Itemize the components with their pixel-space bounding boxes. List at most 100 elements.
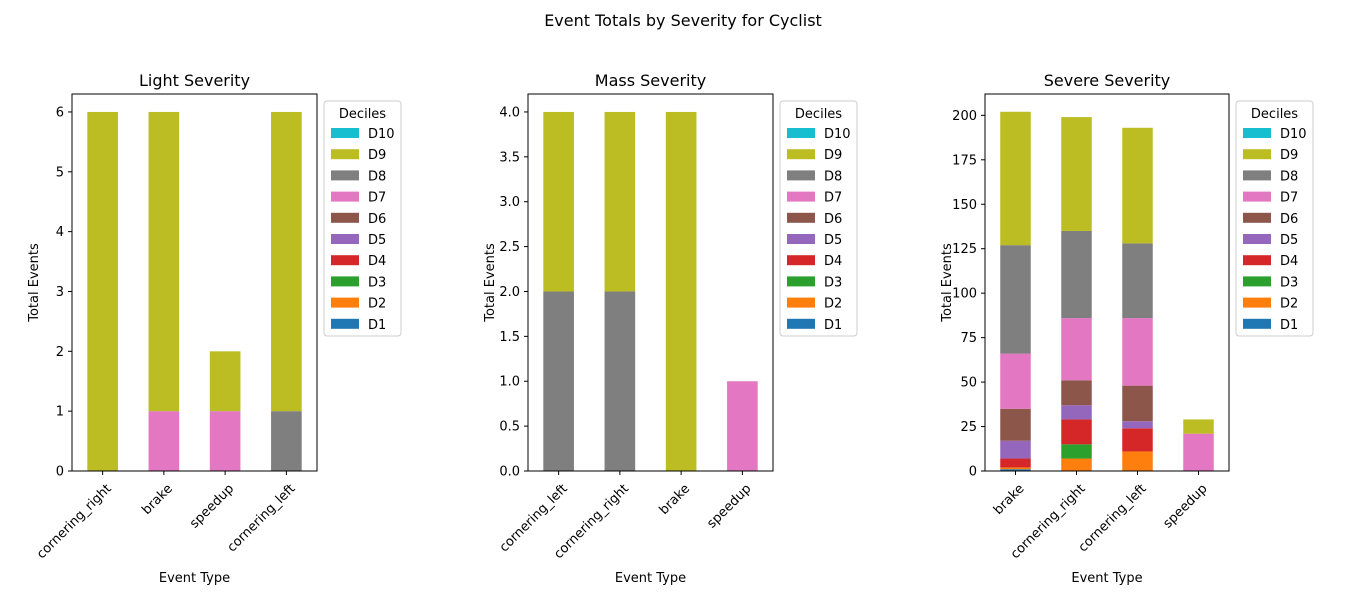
legend-label-d6: D6 xyxy=(1280,212,1298,227)
legend-label-d6: D6 xyxy=(368,212,386,227)
panel-title: Mass Severity xyxy=(595,71,706,90)
bar-segment-d9-cornering_right xyxy=(604,111,636,292)
legend-label-d2: D2 xyxy=(824,297,842,312)
y-tick-label: 50 xyxy=(960,376,977,391)
figure-title: Event Totals by Severity for Cyclist xyxy=(544,11,822,30)
legend-label-d3: D3 xyxy=(1280,275,1298,290)
bar-segment-d2-cornering_right xyxy=(1061,458,1092,471)
legend-swatch-d4 xyxy=(331,255,359,266)
legend-swatch-d4 xyxy=(1243,255,1271,266)
x-tick-label: speedup xyxy=(187,481,237,531)
bar-segment-d5-cornering_right xyxy=(1061,405,1092,420)
legend-swatch-d9 xyxy=(1243,149,1271,160)
bar-segment-d6-cornering_left xyxy=(1122,385,1153,422)
plot-frame xyxy=(984,93,1230,472)
legend-swatch-d10 xyxy=(331,128,359,138)
legend: Deciles D10 D9 D8 D7 D6 D5 D4 D3 D2 D1 xyxy=(779,100,858,337)
bar-segment-d8-cornering_left xyxy=(271,411,302,471)
x-tick-label: brake xyxy=(139,481,176,518)
panel-title: Severe Severity xyxy=(1044,71,1171,90)
legend-label-d7: D7 xyxy=(368,191,386,206)
y-tick-label: 3.0 xyxy=(499,195,520,210)
legend-label-d1: D1 xyxy=(368,318,386,333)
plot-frame xyxy=(71,93,318,472)
y-tick-label: 5 xyxy=(56,165,64,180)
bar-segment-d7-cornering_left xyxy=(1122,318,1153,386)
bar-segment-d2-brake xyxy=(1000,467,1031,470)
legend-swatch-d2 xyxy=(787,297,815,308)
panel-title: Light Severity xyxy=(139,71,250,90)
y-tick-label: 25 xyxy=(960,420,977,435)
legend-label-d1: D1 xyxy=(824,318,842,333)
bar-segment-d7-speedup xyxy=(1183,433,1214,471)
legend-label-d7: D7 xyxy=(1280,191,1298,206)
legend-label-d10: D10 xyxy=(1280,127,1307,142)
legend-swatch-d10 xyxy=(1243,128,1271,138)
legend-label-d5: D5 xyxy=(824,233,842,248)
y-tick-label: 6 xyxy=(56,105,64,120)
legend-swatch-d2 xyxy=(1243,297,1271,308)
legend-swatch-d5 xyxy=(331,234,359,244)
bar-segment-d9-brake xyxy=(148,111,180,412)
bar-segment-d2-cornering_left xyxy=(1122,451,1153,471)
chart-panel-2: 0.00.51.01.52.02.53.03.54.0cornering_lef… xyxy=(483,71,858,586)
legend-label-d2: D2 xyxy=(368,297,386,312)
legend-swatch-d8 xyxy=(1243,170,1271,181)
legend-swatch-d3 xyxy=(787,276,815,287)
bar-segment-d4-cornering_right xyxy=(1061,419,1092,445)
legend-title: Deciles xyxy=(339,107,386,122)
y-tick-label: 100 xyxy=(952,287,977,302)
y-tick-label: 125 xyxy=(952,242,977,257)
legend-swatch-d4 xyxy=(787,255,815,266)
legend-label-d9: D9 xyxy=(824,148,842,163)
legend-swatch-d9 xyxy=(331,149,359,160)
legend-label-d5: D5 xyxy=(1280,233,1298,248)
bar-segment-d8-cornering_left xyxy=(543,291,574,471)
bar-segment-d7-speedup xyxy=(727,381,758,471)
legend-label-d9: D9 xyxy=(368,148,386,163)
legend-swatch-d1 xyxy=(787,318,815,329)
legend-label-d7: D7 xyxy=(824,191,842,206)
bar-segment-d9-brake xyxy=(665,111,697,471)
legend-label-d3: D3 xyxy=(824,275,842,290)
x-axis-label: Event Type xyxy=(1071,571,1142,586)
y-tick-label: 4 xyxy=(56,225,64,240)
bar-segment-d8-cornering_right xyxy=(604,291,636,471)
legend-label-d8: D8 xyxy=(824,169,842,184)
legend-title: Deciles xyxy=(1251,107,1298,122)
legend-label-d10: D10 xyxy=(824,127,851,142)
bar-segment-d9-cornering_left xyxy=(543,111,574,292)
bar-segment-d8-brake xyxy=(1000,245,1031,354)
bar-segment-d6-brake xyxy=(1000,408,1031,441)
bar-segment-d3-cornering_right xyxy=(1061,444,1092,459)
legend-swatch-d6 xyxy=(1243,212,1271,223)
legend-swatch-d3 xyxy=(331,276,359,287)
y-tick-label: 75 xyxy=(960,331,977,346)
bar-segment-d9-cornering_right xyxy=(1061,117,1092,231)
y-axis-label: Total Events xyxy=(27,243,42,323)
legend-label-d6: D6 xyxy=(824,212,842,227)
bar-segment-d9-speedup xyxy=(1183,419,1214,434)
y-tick-label: 0 xyxy=(969,465,977,480)
y-tick-label: 150 xyxy=(952,198,977,213)
y-tick-label: 2 xyxy=(56,345,64,360)
legend-label-d4: D4 xyxy=(368,254,386,269)
legend-swatch-d1 xyxy=(331,318,359,329)
legend-swatch-d2 xyxy=(331,297,359,308)
y-tick-label: 3.5 xyxy=(499,150,520,165)
y-axis-label: Total Events xyxy=(940,243,955,323)
bar-segment-d4-brake xyxy=(1000,458,1031,468)
legend-swatch-d8 xyxy=(787,170,815,181)
legend-swatch-d1 xyxy=(1243,318,1271,329)
legend-swatch-d6 xyxy=(331,212,359,223)
bar-segment-d8-cornering_right xyxy=(1061,230,1092,319)
bar-segment-d6-cornering_right xyxy=(1061,380,1092,406)
bar-segment-d7-cornering_right xyxy=(1061,318,1092,381)
legend-swatch-d6 xyxy=(787,212,815,223)
y-tick-label: 4.0 xyxy=(499,105,520,120)
y-tick-label: 3 xyxy=(56,285,64,300)
x-tick-label: cornering_right xyxy=(34,481,115,562)
legend-label-d5: D5 xyxy=(368,233,386,248)
